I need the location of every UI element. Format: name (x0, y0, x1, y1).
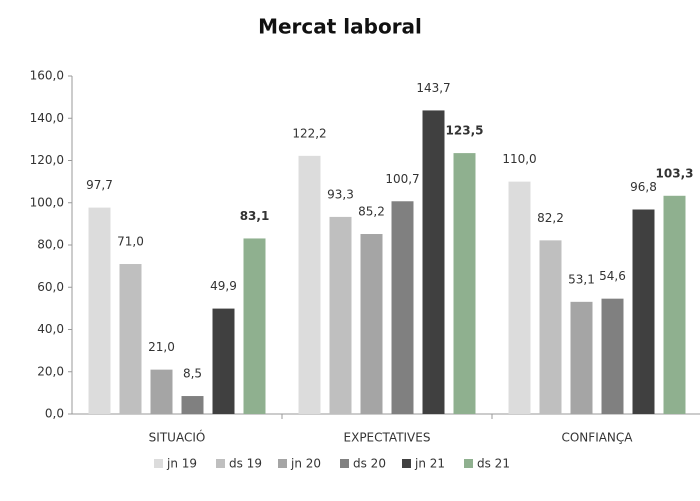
bar (212, 308, 235, 414)
y-tick-label: 20,0 (37, 364, 64, 378)
value-label: 93,3 (327, 187, 354, 201)
bar (298, 155, 321, 415)
legend-swatch (154, 459, 163, 468)
y-tick-label: 140,0 (30, 111, 64, 125)
bar (601, 298, 624, 414)
legend-label: ds 19 (229, 457, 262, 471)
bar (632, 209, 655, 414)
y-tick-label: 40,0 (37, 322, 64, 336)
legend-swatch (278, 459, 287, 468)
y-tick-label: 100,0 (30, 195, 64, 209)
value-label: 96,8 (630, 180, 657, 194)
value-label: 71,0 (117, 235, 144, 249)
bar (329, 216, 352, 414)
value-label: 97,7 (86, 178, 113, 192)
y-tick-label: 120,0 (30, 153, 64, 167)
legend-label: jn 19 (166, 457, 197, 471)
y-tick-label: 80,0 (37, 238, 64, 252)
bar (119, 264, 142, 414)
bar (570, 301, 593, 414)
y-tick-label: 60,0 (37, 280, 64, 294)
value-label: 83,1 (240, 209, 270, 223)
legend-swatch (464, 459, 473, 468)
value-label: 21,0 (148, 340, 175, 354)
bar (422, 110, 445, 414)
chart-title: Mercat laboral (258, 15, 422, 39)
y-tick-label: 160,0 (30, 69, 64, 83)
bar (508, 181, 531, 414)
value-label: 82,2 (537, 211, 564, 225)
value-label: 143,7 (416, 81, 450, 95)
value-label: 123,5 (446, 124, 484, 138)
value-label: 122,2 (292, 126, 326, 140)
value-label: 110,0 (502, 152, 536, 166)
legend-label: ds 20 (353, 457, 386, 471)
bar (663, 195, 686, 414)
value-label: 53,1 (568, 272, 595, 286)
legend-label: ds 21 (477, 457, 510, 471)
bar (181, 396, 204, 414)
legend-label: jn 21 (414, 457, 445, 471)
value-label: 49,9 (210, 279, 237, 293)
value-label: 8,5 (183, 367, 202, 381)
legend-swatch (340, 459, 349, 468)
x-tick-label: SITUACIÓ (149, 430, 206, 445)
bar (453, 153, 476, 414)
bar (243, 238, 266, 414)
legend-label: jn 20 (290, 457, 321, 471)
bar (360, 234, 383, 414)
value-label: 103,3 (656, 166, 694, 180)
x-tick-label: CONFIANÇA (561, 431, 633, 445)
y-tick-label: 0,0 (45, 407, 64, 421)
bar (88, 207, 111, 414)
value-label: 100,7 (385, 172, 419, 186)
bar (391, 201, 414, 414)
legend-swatch (402, 459, 411, 468)
value-label: 85,2 (358, 205, 385, 219)
x-tick-label: EXPECTATIVES (344, 431, 431, 445)
bar (150, 369, 173, 414)
value-label: 54,6 (599, 269, 626, 283)
bar (539, 240, 562, 414)
legend-swatch (216, 459, 225, 468)
